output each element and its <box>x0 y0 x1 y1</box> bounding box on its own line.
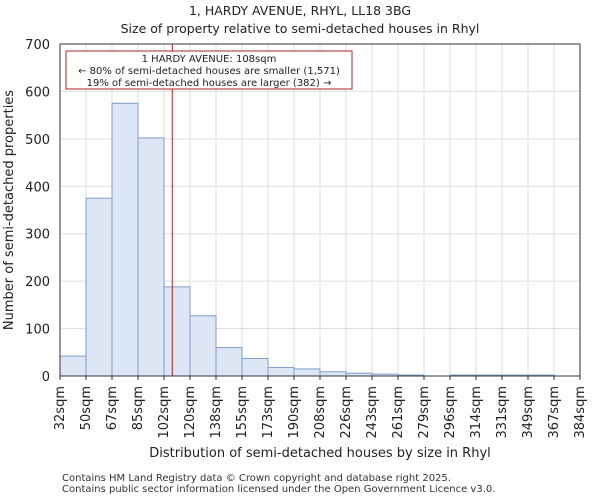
histogram-bar <box>293 368 321 377</box>
annotation-box <box>65 50 353 90</box>
x-tick-label: 261sqm <box>391 386 406 439</box>
y-tick-label: 600 <box>25 85 50 100</box>
y-tick-label: 500 <box>25 133 50 148</box>
y-tick-label: 100 <box>25 323 50 338</box>
histogram-bar <box>137 137 165 377</box>
histogram-bar <box>319 371 347 377</box>
annotation-smaller: ← 80% of semi-detached houses are smalle… <box>78 66 340 77</box>
histogram-bar <box>267 366 295 377</box>
x-axis-label: Distribution of semi-detached houses by … <box>149 446 491 461</box>
histogram-bar <box>189 315 217 377</box>
histogram-bar <box>241 357 269 377</box>
histogram-bar <box>59 355 87 377</box>
annotation-larger: 19% of semi-detached houses are larger (… <box>87 78 332 89</box>
y-tick-label: 400 <box>25 180 50 195</box>
x-tick-label: 32sqm <box>53 386 68 430</box>
chart-title: 1, HARDY AVENUE, RHYL, LL18 3BG <box>188 3 412 18</box>
x-tick-label: 314sqm <box>469 386 484 439</box>
x-tick-label: 85sqm <box>131 386 146 430</box>
footer-copyright: Contains HM Land Registry data © Crown c… <box>62 473 451 484</box>
x-tick-label: 173sqm <box>261 386 276 439</box>
chart-subtitle: Size of property relative to semi-detach… <box>120 21 480 36</box>
x-tick-label: 120sqm <box>183 386 198 439</box>
x-tick-label: 279sqm <box>417 386 432 439</box>
x-tick-label: 384sqm <box>573 386 588 439</box>
footer-licence: Contains public sector information licen… <box>62 484 496 495</box>
histogram-bar <box>215 347 243 377</box>
histogram-chart: 0 100 200 300 400 500 600 700 32sqm 50sqm 67sqm 85s… <box>2 38 588 461</box>
y-tick-label: 300 <box>25 228 50 243</box>
y-tick-label: 0 <box>42 370 50 385</box>
x-tick-label: 296sqm <box>443 386 458 439</box>
y-tick-label: 700 <box>25 38 50 53</box>
x-tick-label: 208sqm <box>313 386 328 439</box>
x-tick-label: 190sqm <box>287 386 302 439</box>
annotation-title: 1 HARDY AVENUE: 108sqm <box>142 54 277 65</box>
y-axis-label: Number of semi-detached properties <box>2 90 17 330</box>
x-tick-label: 67sqm <box>105 386 120 430</box>
x-tick-label: 155sqm <box>235 386 250 439</box>
x-tick-label: 226sqm <box>339 386 354 439</box>
x-tick-label: 50sqm <box>79 386 94 430</box>
x-tick-label: 367sqm <box>547 386 562 439</box>
x-tick-label: 331sqm <box>495 386 510 439</box>
histogram-bar <box>85 197 113 377</box>
histogram-bar <box>111 102 139 377</box>
x-tick-label: 102sqm <box>157 386 172 439</box>
histogram-bar <box>163 286 191 377</box>
x-tick-label: 349sqm <box>521 386 536 439</box>
x-tick-label: 138sqm <box>209 386 224 439</box>
y-tick-label: 200 <box>25 275 50 290</box>
x-tick-label: 243sqm <box>365 386 380 439</box>
